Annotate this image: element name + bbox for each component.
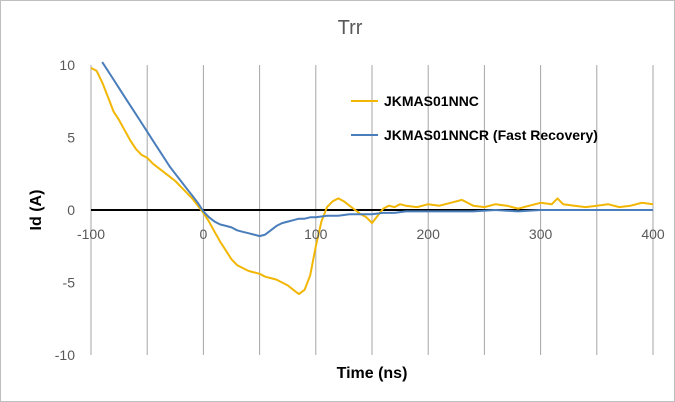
x-tick-label: -100 [77,226,105,242]
y-tick-label: -10 [55,347,75,363]
y-tick-label: 5 [67,130,75,146]
y-tick-labels: 10 5 0 -5 -10 [55,57,75,363]
y-tick-label: -5 [63,275,76,291]
series-line-jkmas01nncr [101,61,653,238]
x-tick-label: 300 [529,226,553,242]
x-tick-label: 400 [641,226,665,242]
y-tick-label: 10 [59,57,75,73]
chart-title: Trr [338,17,363,39]
legend: JKMAS01NNC JKMAS01NNCR (Fast Recovery) [351,93,598,143]
x-tick-label: 100 [304,226,328,242]
legend-label-jkmas01nncr: JKMAS01NNCR (Fast Recovery) [384,127,598,143]
x-tick-label: 0 [200,226,208,242]
series-line-jkmas01nnc [90,67,654,296]
series-layer [90,61,654,296]
y-tick-label: 0 [67,202,75,218]
y-axis-title: Id (A) [28,190,45,231]
x-axis-title: Time (ns) [337,365,408,382]
legend-label-jkmas01nnc: JKMAS01NNC [384,93,479,109]
x-tick-label: 200 [417,226,441,242]
x-tick-labels: -100 0 100 200 300 400 [77,226,665,242]
